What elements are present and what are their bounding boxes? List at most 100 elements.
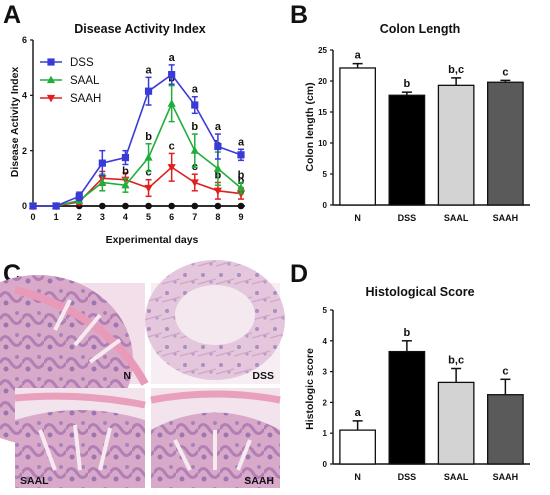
dai-x-label: Experimental days <box>106 234 199 246</box>
colon-y-tick-label: 0 <box>323 201 328 210</box>
data-point <box>122 202 129 210</box>
histo-y-tick-label: 4 <box>323 337 328 346</box>
series-line <box>33 73 242 207</box>
data-point <box>144 184 153 193</box>
data-point <box>167 164 176 172</box>
data-point <box>168 70 176 79</box>
colon-significance-letter: a <box>355 50 362 62</box>
histo-bar <box>486 394 524 465</box>
data-point <box>75 192 83 200</box>
significance-letter: a <box>145 64 152 76</box>
histological-score-bar-chart: Histological Score Histologic score 0 1 2 3… <box>304 285 530 482</box>
colon-category-label: N <box>354 213 361 223</box>
dai-y-label: Disease Activity Index <box>9 67 21 178</box>
histo-y-label: Histologic score <box>304 348 316 430</box>
histo-category-label: N <box>354 472 361 482</box>
colon-title: Colon Length <box>380 22 461 36</box>
colon-significance-letter: b,c <box>448 64 464 76</box>
dai-x-tick-label: 8 <box>215 212 220 222</box>
data-point <box>145 202 152 210</box>
histology-label-saah: SAAH <box>244 475 274 487</box>
data-point <box>52 202 60 210</box>
data-point <box>237 151 245 159</box>
colon-y-tick-label: 25 <box>318 46 327 55</box>
data-point <box>98 178 107 186</box>
histo-title: Histological Score <box>365 285 474 299</box>
data-point <box>168 202 175 210</box>
histo-significance-letter: b <box>404 327 411 339</box>
histo-y-tick-label: 5 <box>323 306 328 315</box>
significance-letter: b <box>145 131 152 143</box>
series-line <box>33 166 242 207</box>
dai-x-tick-label: 1 <box>54 212 59 222</box>
data-point <box>214 142 222 151</box>
colon-y-tick-label: 20 <box>318 77 327 86</box>
histo-significance-letter: a <box>355 407 362 419</box>
data-point <box>29 202 37 210</box>
significance-letter: c <box>145 167 151 179</box>
dai-x-tick-label: 5 <box>146 212 151 222</box>
dai-x-tick-label: 9 <box>238 212 243 222</box>
significance-letter: a <box>169 52 176 64</box>
dai-y-tick-label: 4 <box>22 91 27 101</box>
histo-y-tick-label: 1 <box>323 429 328 438</box>
significance-letter: b <box>238 175 245 187</box>
colon-bar <box>437 84 475 206</box>
dai-x-tick-label: 7 <box>192 212 197 222</box>
significance-letter: b <box>122 165 129 177</box>
colon-y-tick-label: 10 <box>318 139 327 148</box>
colon-y-label: Colon length (cm) <box>304 82 316 171</box>
histology-image-dss: DSS <box>145 260 285 384</box>
histo-category-label: DSS <box>398 472 417 482</box>
data-point <box>214 202 222 210</box>
histo-category-label: SAAL <box>444 472 469 482</box>
series-saah: cccbb <box>28 140 246 211</box>
significance-letter: c <box>169 140 175 152</box>
dai-title: Disease Activity Index <box>74 22 206 36</box>
data-point <box>237 202 245 210</box>
legend-marker <box>46 75 56 84</box>
histo-bar <box>437 381 475 465</box>
colon-significance-letter: b <box>404 78 411 90</box>
data-point <box>121 153 130 162</box>
histo-category-label: SAAH <box>493 472 519 482</box>
data-point <box>99 202 106 210</box>
histo-significance-letter: b,c <box>448 355 464 367</box>
data-point <box>144 87 153 95</box>
histology-images: N DSS SAAL SAAH <box>0 260 285 488</box>
colon-bar <box>486 81 524 206</box>
dai-x-tick-label: 4 <box>123 212 128 222</box>
data-point <box>167 99 176 107</box>
colon-y-tick-label: 5 <box>323 170 328 179</box>
colon-bar <box>339 67 377 206</box>
data-point <box>121 180 130 189</box>
dai-line-chart: Disease Activity Index Disease Activity … <box>9 22 246 246</box>
data-point <box>213 164 222 172</box>
dai-x-tick-label: 0 <box>30 212 35 222</box>
histology-image-saah: SAAH <box>150 388 281 488</box>
series-dss: a a a a a <box>29 52 245 210</box>
histo-y-tick-label: 2 <box>323 398 328 407</box>
dai-y-tick-label: 2 <box>22 146 27 156</box>
dai-legend: DSS SAAL SAAH <box>40 57 101 105</box>
data-point <box>190 179 199 187</box>
histo-bar <box>339 429 377 465</box>
panel-label-a: A <box>3 1 21 29</box>
colon-category-label: SAAH <box>493 213 519 223</box>
histo-bar <box>388 350 426 465</box>
dai-x-tick-label: 6 <box>169 212 174 222</box>
colon-y-tick-label: 15 <box>318 108 327 117</box>
colon-length-bar-chart: Colon Length Colon length (cm) 0 5 10 15 20 2… <box>304 22 530 223</box>
data-point <box>144 153 153 161</box>
colon-significance-letter: c <box>502 66 508 78</box>
data-point <box>191 202 199 210</box>
histology-label-dss: DSS <box>252 370 274 382</box>
colon-category-label: SAAL <box>444 213 469 223</box>
legend-label: DSS <box>70 57 94 69</box>
colon-bar <box>388 94 426 206</box>
significance-letter: a <box>238 136 245 148</box>
significance-letter: b <box>191 121 198 133</box>
series-line <box>33 101 242 207</box>
histo-y-tick-label: 3 <box>323 368 328 377</box>
data-point <box>236 183 246 192</box>
